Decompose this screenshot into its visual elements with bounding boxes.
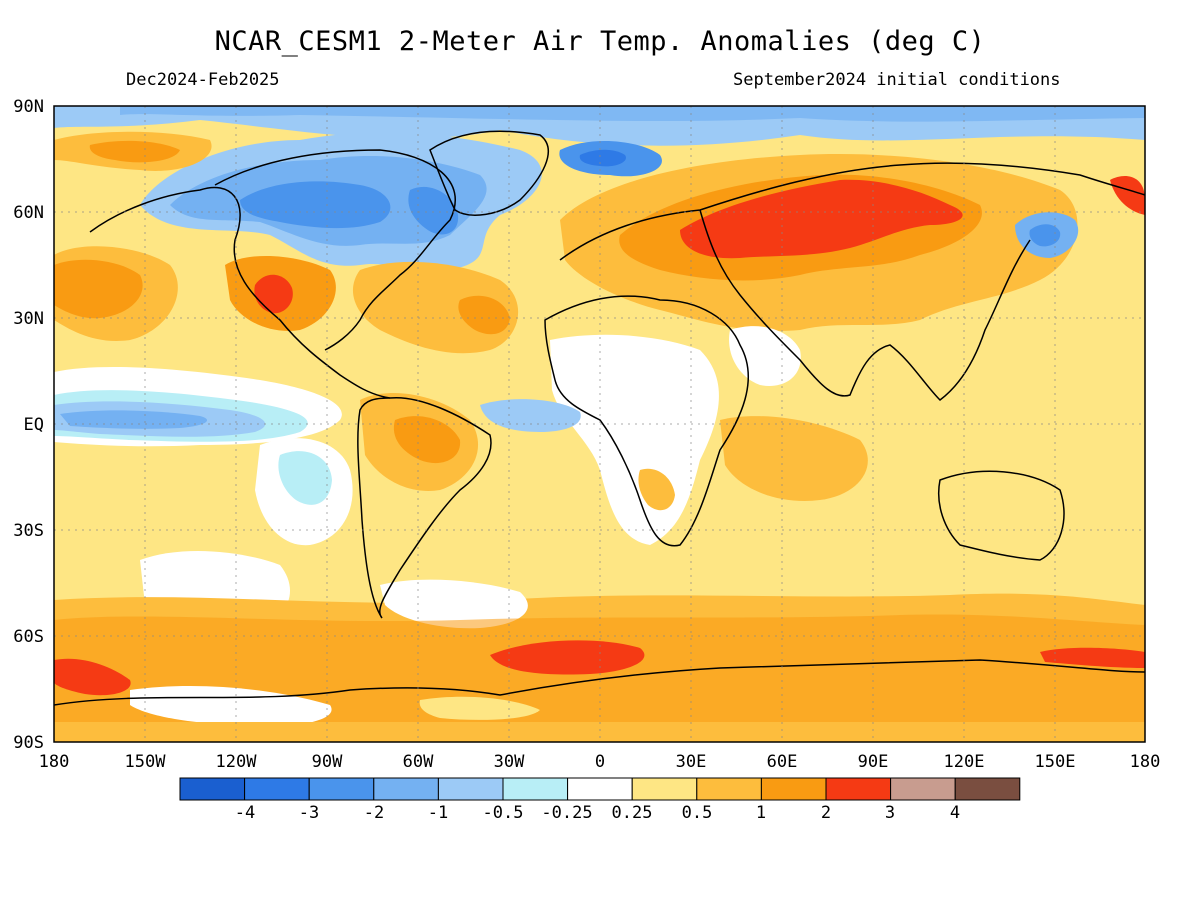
colorbar: -4 -3 -2 -1 -0.5 -0.25 0.25 0.5 1 2 3 4 — [179, 777, 1021, 823]
colorbar-label: 1 — [756, 803, 766, 823]
lat-label: 60S — [13, 627, 44, 647]
lat-label: 90N — [13, 97, 44, 117]
colorbar-swatch — [760, 777, 827, 801]
colorbar-swatch — [502, 777, 569, 801]
colorbar-labels: -4 -3 -2 -1 -0.5 -0.25 0.25 0.5 1 2 3 4 — [235, 803, 960, 823]
colorbar-label: -2 — [364, 803, 384, 823]
lat-label: 60N — [13, 203, 44, 223]
colorbar-label: -1 — [428, 803, 448, 823]
coastlines — [54, 130, 1145, 706]
lon-label: 60E — [767, 752, 798, 772]
colorbar-label: -3 — [299, 803, 319, 823]
chart-title: NCAR_CESM1 2-Meter Air Temp. Anomalies (… — [214, 26, 986, 57]
lon-label: 180 — [39, 752, 70, 772]
colorbar-label: 2 — [821, 803, 831, 823]
colorbar-swatch — [244, 777, 310, 801]
lat-label: 90S — [13, 733, 44, 753]
lon-label: 30W — [494, 752, 525, 772]
colorbar-swatch — [308, 777, 375, 801]
colorbar-swatch — [954, 777, 1021, 801]
lon-label: 90W — [312, 752, 343, 772]
lat-label: 30N — [13, 309, 44, 329]
lon-label: 0 — [595, 752, 605, 772]
graticule — [54, 106, 1145, 742]
colorbar-label: -4 — [235, 803, 255, 823]
colorbar-swatch — [631, 777, 698, 801]
colorbar-swatch — [825, 777, 892, 801]
lon-label: 120E — [944, 752, 985, 772]
initial-conditions: September2024 initial conditions — [733, 70, 1061, 90]
lat-label: 30S — [13, 521, 44, 541]
colorbar-label: -0.25 — [541, 803, 592, 823]
lon-label: 180 — [1130, 752, 1161, 772]
colorbar-swatch — [567, 777, 633, 801]
lat-label: EQ — [24, 415, 44, 435]
colorbar-label: 0.25 — [612, 803, 653, 823]
colorbar-swatch — [696, 777, 762, 801]
lon-label: 150E — [1035, 752, 1076, 772]
map-frame — [53, 105, 1146, 743]
colorbar-label: 3 — [885, 803, 895, 823]
lon-label: 90E — [858, 752, 889, 772]
colorbar-label: 0.5 — [682, 803, 713, 823]
lon-label: 120W — [216, 752, 258, 772]
lon-label: 30E — [676, 752, 707, 772]
lon-label: 150W — [125, 752, 167, 772]
lon-label: 60W — [403, 752, 434, 772]
forecast-period: Dec2024-Feb2025 — [126, 70, 280, 90]
colorbar-swatch — [437, 777, 504, 801]
colorbar-swatch — [890, 777, 956, 801]
colorbar-label: 4 — [950, 803, 960, 823]
colorbar-swatch — [179, 777, 246, 801]
longitude-labels: 180 150W 120W 90W 60W 30W 0 30E 60E 90E … — [39, 752, 1161, 772]
colorbar-label: -0.5 — [483, 803, 524, 823]
colorbar-swatches — [179, 777, 1021, 801]
latitude-labels: 90N 60N 30N EQ 30S 60S 90S — [13, 97, 44, 753]
anomaly-field — [54, 106, 1145, 742]
colorbar-swatch — [373, 777, 439, 801]
